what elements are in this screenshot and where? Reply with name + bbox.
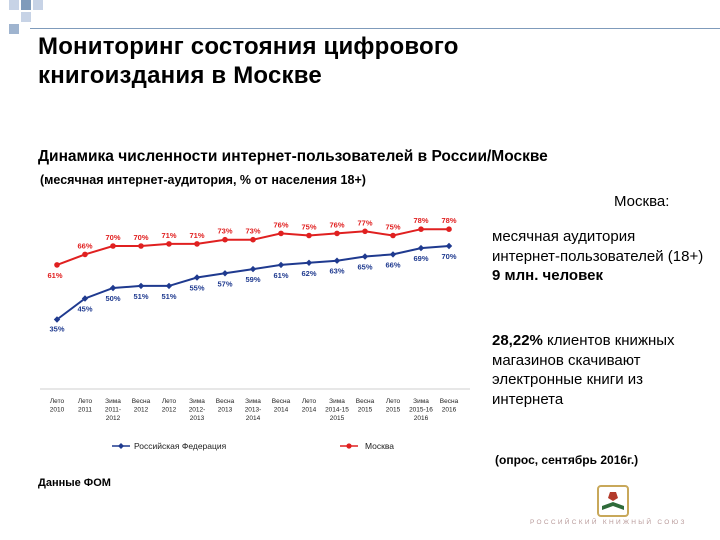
title-line-2: книгоиздания в Москве [38,62,322,89]
data-label: 45% [77,305,92,314]
data-point-moscow [54,262,60,268]
data-label: 59% [245,275,260,284]
data-point-russia [81,295,89,302]
decorative-squares [9,0,43,34]
data-point-russia [305,259,313,266]
x-tick-label: Лето 2011 [78,398,93,414]
data-label: 69% [413,254,428,263]
chart-subtitle: (месячная интернет-аудитория, % от насел… [40,173,366,187]
data-label: 57% [217,279,232,288]
data-point-russia [193,274,201,281]
page-title: Мониторинг состояния цифрового книгоизда… [38,32,598,90]
data-point-moscow [110,243,116,249]
data-label: 51% [161,292,176,301]
data-point-russia [333,257,341,264]
logo-text: РОССИЙСКИЙ КНИЖНЫЙ СОЮЗ [530,519,687,526]
data-label: 78% [441,216,456,225]
data-label: 78% [413,216,428,225]
data-point-moscow [82,251,88,258]
ebooks-percent: 28,22% [492,332,543,349]
data-label: 62% [301,269,316,278]
data-label: 76% [329,220,344,229]
data-label: 75% [301,223,316,232]
x-tick-label: Зима 2013-2014 [245,398,262,422]
data-point-russia [249,265,257,273]
data-point-moscow [306,232,312,239]
survey-note: (опрос, сентябрь 2016г.) [495,453,639,467]
data-label: 51% [133,292,148,301]
data-label: 66% [385,260,400,269]
data-label: 71% [161,231,176,240]
data-point-moscow [138,243,144,249]
audience-text: месячная аудитория интернет-пользователе… [492,228,704,265]
legend-marker [118,443,124,449]
book-union-logo-icon [597,485,629,517]
x-tick-label: Зима 2012-2013 [189,398,206,422]
data-point-moscow [446,226,452,232]
data-point-russia [221,270,229,277]
data-label: 63% [329,267,344,276]
data-point-russia [277,261,285,269]
data-point-russia [361,253,369,260]
data-label: 50% [105,294,120,303]
x-tick-label: Весна 2015 [356,398,375,414]
sidebar-paragraph-ebooks: 28,22% клиентов книжных магазинов скачив… [492,331,707,409]
data-label: 70% [441,252,456,261]
x-tick-label: Лето 2010 [50,398,65,414]
sidebar-paragraph-audience: месячная аудитория интернет-пользователе… [492,227,707,286]
title-rule [30,28,720,29]
data-label: 71% [189,231,204,240]
data-label: 65% [357,263,372,272]
data-label: 55% [189,284,204,293]
data-point-russia [417,244,425,252]
data-label: 61% [47,271,62,280]
data-point-moscow [250,236,256,243]
data-label: 35% [49,325,64,334]
data-point-moscow [362,228,368,235]
x-tick-label: Зима 2015-16 2016 [409,398,433,422]
x-tick-label: Весна 2014 [272,398,291,414]
data-point-moscow [166,241,172,247]
data-point-moscow [390,232,396,239]
data-point-russia [445,242,453,250]
legend-label-moscow: Москва [365,441,394,451]
data-point-moscow [334,230,340,237]
data-label: 75% [385,223,400,232]
x-tick-label: Зима 2011-2012 [105,398,121,422]
data-label: 66% [77,241,92,250]
data-source: Данные ФОМ [38,477,111,489]
x-tick-label: Зима 2014-15 2015 [325,398,349,422]
x-tick-label: Весна 2012 [132,398,151,414]
data-point-russia [109,284,117,292]
data-point-russia [165,282,173,290]
x-tick-label: Весна 2016 [440,398,459,414]
x-tick-label: Лето 2015 [386,398,401,414]
data-point-moscow [222,236,228,243]
x-tick-label: Весна 2013 [216,398,235,414]
data-point-russia [53,316,61,323]
sidebar-heading: Москва: [614,193,670,210]
x-tick-label: Лето 2014 [302,398,317,414]
data-point-russia [137,282,145,290]
data-point-moscow [194,241,200,247]
ebooks-text: клиентов книжных магазинов скачивают эле… [492,332,675,408]
data-label: 73% [245,227,260,236]
chart-title: Динамика численности интернет-пользовате… [38,148,548,165]
data-label: 61% [273,271,288,280]
x-tick-label: Лето 2012 [162,398,177,414]
data-label: 70% [133,233,148,242]
data-point-moscow [278,230,284,237]
data-label: 77% [357,218,372,227]
audience-count: 9 млн. человек [492,267,603,284]
data-label: 76% [273,220,288,229]
data-point-russia [389,251,397,258]
legend-marker [346,443,352,449]
title-line-1: Мониторинг состояния цифрового [38,33,459,60]
data-point-moscow [418,226,424,232]
data-label: 73% [217,227,232,236]
data-label: 70% [105,233,120,242]
legend-label-russia: Российская Федерация [134,441,227,451]
